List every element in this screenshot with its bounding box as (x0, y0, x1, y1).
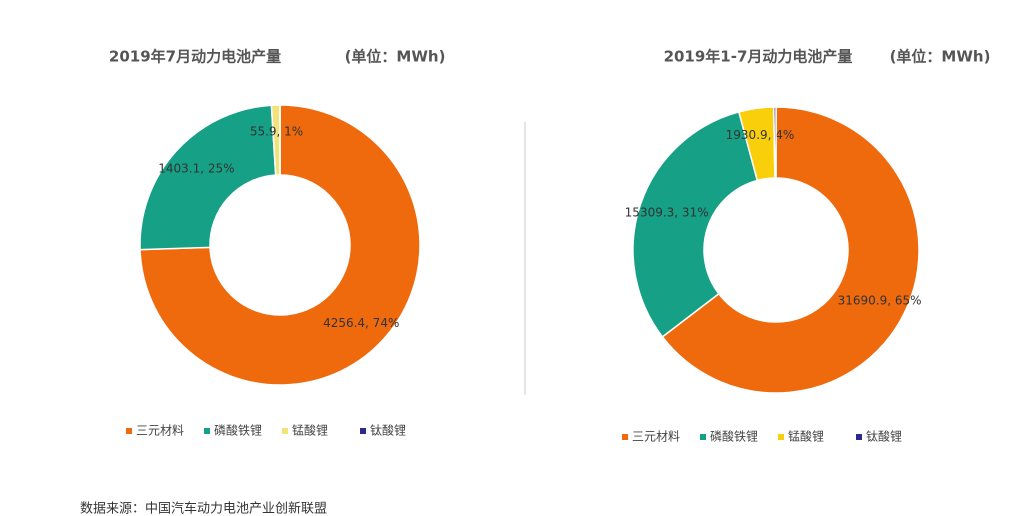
donut-slice (139, 104, 277, 251)
donut-slice (661, 106, 920, 394)
legend-label: 钛酸锂 (866, 429, 902, 444)
data-label: 4256.4, 74% (323, 316, 399, 330)
legend-marker (126, 428, 132, 434)
donut-slice (632, 110, 759, 338)
legend-marker (700, 434, 706, 440)
legend-marker (856, 434, 862, 440)
donut-slice (773, 106, 777, 179)
source: 数据来源：中国汽车动力电池产业创新联盟 (80, 501, 327, 516)
data-label: 1930.9, 4% (726, 128, 795, 142)
legend-label: 磷酸铁锂 (710, 429, 758, 444)
legend-marker (778, 434, 784, 440)
legend-label: 磷酸铁锂 (214, 423, 262, 438)
data-label: 15309.3, 31% (625, 205, 709, 219)
legend-marker (282, 428, 288, 434)
legend-label: 三元材料 (632, 430, 680, 444)
legend-label: 锰酸锂 (788, 429, 824, 444)
legend-label: 钛酸锂 (370, 423, 406, 438)
chart-subtitle: (单位：MWh) (345, 48, 446, 66)
chart-subtitle: (单位：MWh) (890, 48, 991, 66)
chart-title: 2019年7月动力电池产量 (109, 48, 281, 66)
data-label: 55.9, 1% (250, 125, 303, 139)
legend-marker (360, 428, 366, 434)
data-label: 31690.9, 65% (838, 294, 922, 308)
data-label: 1403.1, 25% (158, 161, 234, 175)
chart-title: 2019年1-7月动力电池产量 (664, 48, 853, 66)
legend-marker (204, 428, 210, 434)
donut-slice (139, 104, 421, 386)
legend-label: 锰酸锂 (292, 423, 328, 438)
legend-marker (622, 434, 628, 440)
legend-label: 三元材料 (136, 424, 184, 438)
